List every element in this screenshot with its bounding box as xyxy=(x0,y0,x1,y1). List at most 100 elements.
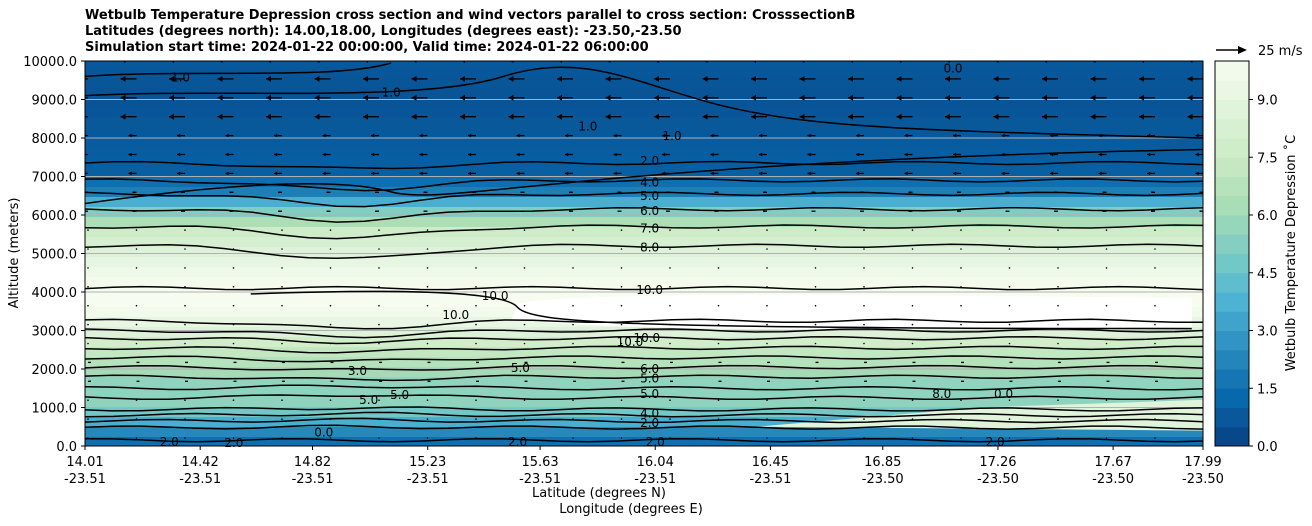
wind-vector-head xyxy=(557,75,562,82)
field-band xyxy=(85,136,1203,147)
wind-vector-head xyxy=(177,171,181,176)
wind-vector-head xyxy=(945,113,950,120)
wind-vector-head xyxy=(714,210,717,213)
wind-vector xyxy=(766,418,768,420)
wind-vector-head xyxy=(807,171,811,176)
wind-vector-head xyxy=(569,191,571,194)
wind-vector xyxy=(669,248,671,250)
field-band xyxy=(85,436,1203,446)
contour-line xyxy=(85,438,1203,443)
wind-vector-head xyxy=(266,113,271,120)
wind-vector-head xyxy=(411,75,417,82)
wind-vector-head xyxy=(856,152,860,157)
wind-vector-head xyxy=(520,191,523,194)
wind-vector xyxy=(1154,286,1156,288)
wind-vector-head xyxy=(326,191,329,194)
wind-vector-head xyxy=(702,75,708,82)
wind-vector xyxy=(426,267,429,269)
wind-vector xyxy=(475,229,477,231)
colorbar-segment xyxy=(1215,195,1249,216)
wind-vector-head xyxy=(128,171,132,176)
wind-vector-head xyxy=(283,361,285,364)
contour-line xyxy=(85,148,1203,205)
wind-vector xyxy=(1057,229,1059,231)
wind-vector xyxy=(232,399,235,402)
wind-vector xyxy=(87,342,89,345)
field-band xyxy=(85,406,1203,417)
wind-vector-head xyxy=(375,191,377,194)
contour-label: 1.0 xyxy=(663,129,682,143)
wind-vector xyxy=(329,323,332,326)
wind-vector-head xyxy=(128,152,132,157)
contour-label: 2.0 xyxy=(160,435,179,449)
wind-vector-head xyxy=(1147,171,1151,176)
wind-vector xyxy=(1008,229,1011,231)
wind-vector-head xyxy=(720,361,722,364)
y-tick-label: 5000.0 xyxy=(32,248,78,263)
contour-line xyxy=(85,243,1203,260)
contour-label: 4.0 xyxy=(640,406,659,420)
y-tick-label: 8000.0 xyxy=(32,132,78,147)
wind-vector-head xyxy=(229,210,232,213)
wind-vector-head xyxy=(613,171,617,176)
colorbar-tick-label: 4.5 xyxy=(1257,267,1278,282)
field-band xyxy=(85,61,1203,67)
wind-vector-head xyxy=(516,133,520,138)
field-band xyxy=(85,156,1203,167)
wind-vector-head xyxy=(904,133,908,138)
wind-vector-head xyxy=(751,94,756,101)
wind-vector xyxy=(232,304,235,307)
wind-vector-head xyxy=(565,171,569,176)
wind-vector-head xyxy=(186,380,188,383)
contour-label: 2.0 xyxy=(640,154,659,168)
wind-vector xyxy=(523,267,526,269)
wind-vector-head xyxy=(574,380,576,383)
wind-vector-head xyxy=(1156,380,1158,383)
colorbar-frame xyxy=(1214,60,1250,447)
wind-vector xyxy=(329,342,332,345)
wind-vector xyxy=(378,418,380,420)
wind-vector xyxy=(911,248,914,250)
colorbar-tick-label: 1.5 xyxy=(1257,382,1278,397)
x-tick-label-lon: -23.51 xyxy=(179,472,221,487)
wind-vector-head xyxy=(1108,361,1110,364)
wind-vector xyxy=(911,399,914,402)
wind-vector-head xyxy=(120,75,126,82)
wind-vector-head xyxy=(128,133,132,138)
wind-vector xyxy=(1105,323,1108,326)
wind-vector-head xyxy=(1199,191,1202,194)
wind-vector-head xyxy=(520,210,523,213)
wind-vector xyxy=(232,286,235,288)
wind-vector xyxy=(523,304,526,307)
wind-vector-head xyxy=(332,380,334,383)
wind-vector-head xyxy=(613,152,617,157)
wind-vector xyxy=(184,323,186,326)
field-band xyxy=(85,96,1203,107)
field-band xyxy=(85,276,1203,287)
wind-vector xyxy=(766,286,768,288)
wind-vector-head xyxy=(914,361,916,364)
y-tick-label: 4000.0 xyxy=(32,286,78,301)
wind-vector xyxy=(426,323,429,326)
wind-vector-head xyxy=(807,133,811,138)
contour-line xyxy=(85,406,1203,412)
contour-line xyxy=(85,224,1203,240)
wind-vector xyxy=(814,323,817,326)
wind-vector xyxy=(1105,229,1108,231)
wind-vector-head xyxy=(326,210,329,213)
wind-vector-head xyxy=(186,361,188,364)
wind-vector xyxy=(329,248,332,250)
wind-vector xyxy=(863,248,865,250)
wind-vector-head xyxy=(817,380,819,383)
wind-vector-head xyxy=(1151,210,1153,213)
wind-vector-head xyxy=(1042,113,1047,120)
colorbar-segment xyxy=(1215,215,1249,235)
wind-vector xyxy=(135,418,138,420)
wind-vector xyxy=(1105,399,1108,402)
x-tick-label-lat: 16.45 xyxy=(752,455,789,470)
colorbar-segment xyxy=(1215,292,1249,312)
wind-vector xyxy=(523,418,526,420)
field-band xyxy=(85,236,1203,247)
wind-vector xyxy=(1008,399,1011,402)
wind-vector-head xyxy=(332,361,334,364)
